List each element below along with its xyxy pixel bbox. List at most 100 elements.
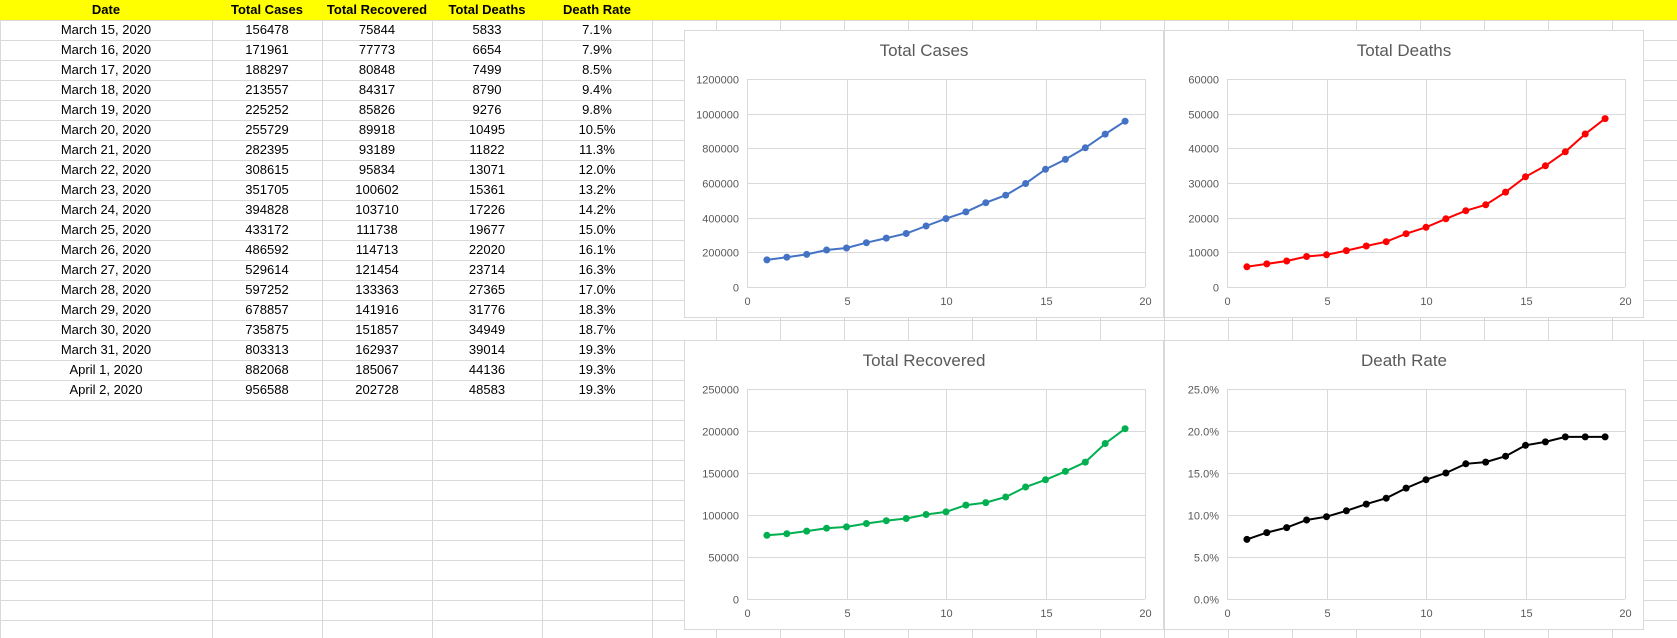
cell-total-recovered[interactable]: 151857 [355,322,399,337]
cell-date[interactable]: March 16, 2020 [60,42,152,57]
cell-death-rate[interactable]: 19.3% [578,342,616,357]
cell-date[interactable]: March 15, 2020 [60,22,152,37]
cell-total-cases[interactable]: 213557 [245,82,289,97]
cell-date[interactable]: March 20, 2020 [60,122,152,137]
cell-date[interactable]: March 26, 2020 [60,242,152,257]
cell-total-deaths[interactable]: 11822 [469,142,505,157]
cell-total-deaths[interactable]: 22020 [468,242,506,257]
cell-death-rate[interactable]: 19.3% [578,382,616,397]
cell-total-cases[interactable]: 308615 [245,162,289,177]
cell-death-rate[interactable]: 19.3% [578,362,616,377]
header-total-recovered[interactable]: Total Recovered [326,2,428,17]
cell-total-recovered[interactable]: 89918 [358,122,396,137]
cell-total-recovered[interactable]: 93189 [358,142,396,157]
cell-total-cases[interactable]: 486592 [245,242,289,257]
cell-total-cases[interactable]: 882068 [245,362,289,377]
cell-death-rate[interactable]: 13.2% [578,182,616,197]
cell-total-recovered[interactable]: 103710 [355,202,399,217]
cell-total-recovered[interactable]: 114713 [355,242,399,257]
cell-death-rate[interactable]: 9.4% [582,82,612,97]
cell-total-deaths[interactable]: 13071 [468,162,506,177]
cell-total-cases[interactable]: 255729 [245,122,289,137]
cell-total-deaths[interactable]: 23714 [468,262,506,277]
chart-total-deaths[interactable]: Total Deaths 0 10000 20000 30000 40000 50000 6… [1164,30,1644,318]
cell-total-cases[interactable]: 282395 [245,142,289,157]
cell-total-deaths[interactable]: 8790 [472,82,502,97]
cell-total-cases[interactable]: 351705 [245,182,289,197]
cell-total-recovered[interactable]: 77773 [358,42,396,57]
cell-death-rate[interactable]: 8.5% [582,62,612,77]
cell-death-rate[interactable]: 16.3% [578,262,616,277]
cell-date[interactable]: March 19, 2020 [60,102,152,117]
cell-date[interactable]: March 25, 2020 [60,222,152,237]
cell-date[interactable]: March 30, 2020 [60,322,152,337]
cell-date[interactable]: March 28, 2020 [60,282,152,297]
cell-date[interactable]: March 29, 2020 [60,302,152,317]
cell-total-cases[interactable]: 803313 [245,342,289,357]
cell-total-deaths[interactable]: 9276 [472,102,502,117]
cell-death-rate[interactable]: 10.5% [578,122,616,137]
cell-total-cases[interactable]: 529614 [245,262,289,277]
cell-death-rate[interactable]: 12.0% [578,162,616,177]
cell-total-deaths[interactable]: 44136 [468,362,506,377]
cell-total-recovered[interactable]: 133363 [355,282,399,297]
cell-date[interactable]: March 18, 2020 [60,82,152,97]
cell-total-cases[interactable]: 188297 [245,62,289,77]
cell-total-cases[interactable]: 225252 [245,102,289,117]
cell-total-cases[interactable]: 678857 [245,302,289,317]
cell-death-rate[interactable]: 9.8% [582,102,612,117]
header-date[interactable]: Date [91,2,121,17]
cell-total-recovered[interactable]: 121454 [355,262,399,277]
cell-death-rate[interactable]: 14.2% [578,202,616,217]
header-total-deaths[interactable]: Total Deaths [448,2,526,17]
cell-total-deaths[interactable]: 6654 [472,42,502,57]
cell-total-deaths[interactable]: 7499 [472,62,502,77]
cell-total-recovered[interactable]: 141916 [355,302,399,317]
cell-total-cases[interactable]: 956588 [245,382,289,397]
cell-total-cases[interactable]: 394828 [245,202,289,217]
cell-total-recovered[interactable]: 95834 [358,162,396,177]
cell-total-deaths[interactable]: 10495 [468,122,506,137]
cell-total-cases[interactable]: 597252 [245,282,289,297]
cell-death-rate[interactable]: 18.3% [578,302,616,317]
header-total-cases[interactable]: Total Cases [230,2,303,17]
cell-total-deaths[interactable]: 5833 [472,22,502,37]
cell-total-recovered[interactable]: 111738 [356,222,398,237]
cell-total-recovered[interactable]: 75844 [358,22,396,37]
cell-total-deaths[interactable]: 19677 [468,222,506,237]
cell-total-deaths[interactable]: 31776 [468,302,506,317]
cell-date[interactable]: March 31, 2020 [60,342,152,357]
cell-total-recovered[interactable]: 202728 [355,382,399,397]
cell-total-deaths[interactable]: 39014 [468,342,506,357]
cell-death-rate[interactable]: 17.0% [578,282,616,297]
cell-total-recovered[interactable]: 162937 [355,342,399,357]
cell-date[interactable]: April 2, 2020 [69,382,143,397]
cell-date[interactable]: March 24, 2020 [60,202,152,217]
chart-death-rate[interactable]: Death Rate 0.0% 5.0% 10.0% 15.0% 20.0% 25.0% 0… [1164,340,1644,630]
cell-death-rate[interactable]: 7.9% [582,42,612,57]
cell-total-deaths[interactable]: 15361 [468,182,506,197]
chart-total-cases[interactable]: Total Cases 0 200000 400000 600000 800000 100… [684,30,1164,318]
cell-total-deaths[interactable]: 27365 [468,282,506,297]
cell-total-cases[interactable]: 433172 [245,222,289,237]
cell-total-cases[interactable]: 156478 [245,22,289,37]
cell-total-deaths[interactable]: 48583 [468,382,506,397]
cell-date[interactable]: March 23, 2020 [60,182,152,197]
cell-date[interactable]: March 27, 2020 [60,262,152,277]
cell-total-recovered[interactable]: 80848 [358,62,396,77]
cell-total-recovered[interactable]: 85826 [358,102,396,117]
cell-death-rate[interactable]: 11.3% [579,142,615,157]
cell-total-recovered[interactable]: 84317 [358,82,396,97]
cell-death-rate[interactable]: 7.1% [582,22,612,37]
cell-death-rate[interactable]: 16.1% [578,242,616,257]
cell-total-deaths[interactable]: 34949 [468,322,506,337]
cell-total-deaths[interactable]: 17226 [468,202,506,217]
chart-total-recovered[interactable]: Total Recovered 0 50000 100000 150000 200000… [684,340,1164,630]
cell-total-cases[interactable]: 735875 [245,322,289,337]
cell-date[interactable]: March 21, 2020 [60,142,152,157]
cell-total-recovered[interactable]: 100602 [355,182,399,197]
header-death-rate[interactable]: Death Rate [563,2,631,17]
cell-date[interactable]: April 1, 2020 [69,362,143,377]
cell-date[interactable]: March 17, 2020 [60,62,152,77]
cell-total-recovered[interactable]: 185067 [355,362,399,377]
